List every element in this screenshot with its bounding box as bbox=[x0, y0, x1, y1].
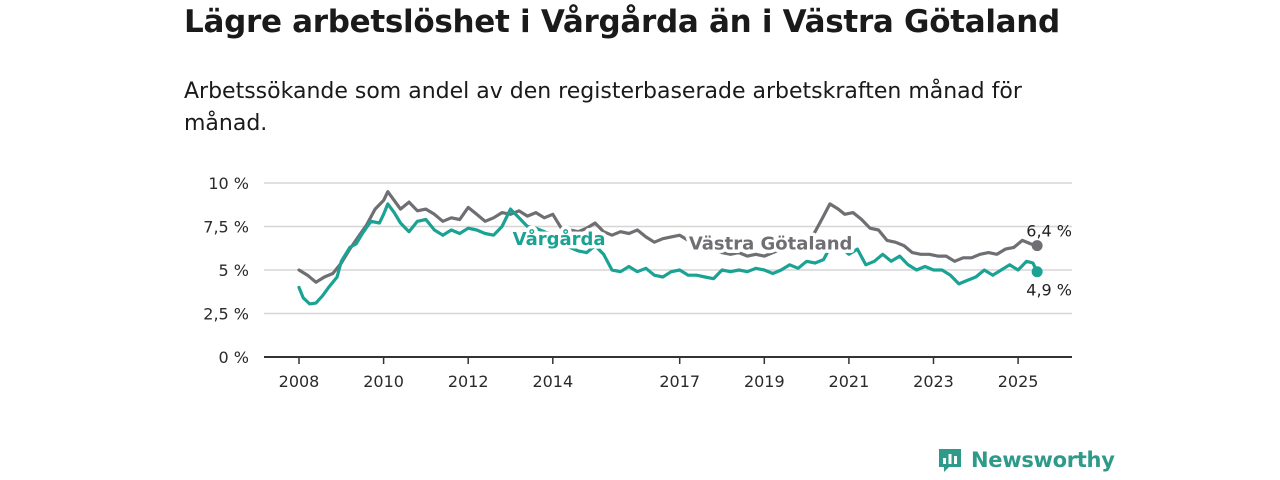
x-tick-label: 2023 bbox=[913, 372, 954, 391]
y-tick-label: 2,5 % bbox=[203, 305, 249, 324]
series-end-point bbox=[1031, 240, 1043, 252]
end-value-label: 6,4 % bbox=[1026, 222, 1072, 241]
series-label-vastra-gotaland-halo: Västra Götaland bbox=[689, 233, 853, 254]
y-tick-label: 7,5 % bbox=[203, 218, 249, 237]
chart-title: Lägre arbetslöshet i Vårgårda än i Västr… bbox=[184, 4, 1060, 40]
x-tick-label: 2014 bbox=[532, 372, 573, 391]
y-tick-label: 0 % bbox=[219, 348, 249, 367]
x-tick-label: 2010 bbox=[363, 372, 404, 391]
series-end-point bbox=[1031, 266, 1043, 278]
x-tick-label: 2025 bbox=[998, 372, 1039, 391]
series-label-vastra-gotaland: Västra Götaland bbox=[689, 233, 853, 254]
x-tick-label: 2012 bbox=[448, 372, 489, 391]
x-tick-label: 2019 bbox=[744, 372, 785, 391]
end-value-label: 4,9 % bbox=[1026, 281, 1072, 300]
series-label-vargarda: Vårgårda bbox=[513, 228, 606, 250]
x-tick-label: 2021 bbox=[829, 372, 870, 391]
chart-subtitle: Arbetssökande som andel av den registerb… bbox=[184, 79, 1022, 136]
series-label-vargarda-halo: Vårgårda bbox=[513, 228, 606, 250]
bar-chart-logo-icon bbox=[939, 449, 961, 472]
y-tick-label: 5 % bbox=[219, 261, 249, 280]
x-tick-label: 2017 bbox=[659, 372, 700, 391]
vastra-gotaland-line bbox=[297, 190, 1039, 284]
y-tick-label: 10 % bbox=[208, 174, 249, 193]
vargarda-line bbox=[297, 202, 1039, 306]
newsworthy-logo: Newsworthy bbox=[937, 447, 1115, 473]
x-tick-label: 2008 bbox=[279, 372, 320, 391]
brand-name: Newsworthy bbox=[971, 448, 1115, 472]
